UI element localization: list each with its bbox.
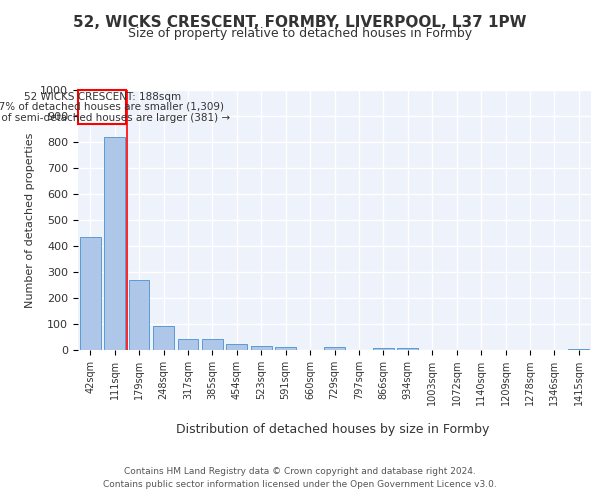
Text: 52 WICKS CRESCENT: 188sqm: 52 WICKS CRESCENT: 188sqm bbox=[24, 92, 181, 102]
Text: 52, WICKS CRESCENT, FORMBY, LIVERPOOL, L37 1PW: 52, WICKS CRESCENT, FORMBY, LIVERPOOL, L… bbox=[73, 15, 527, 30]
Bar bbox=[275, 347, 296, 350]
Text: Contains HM Land Registry data © Crown copyright and database right 2024.: Contains HM Land Registry data © Crown c… bbox=[124, 468, 476, 476]
Bar bbox=[251, 346, 272, 350]
Y-axis label: Number of detached properties: Number of detached properties bbox=[25, 132, 35, 308]
Text: Distribution of detached houses by size in Formby: Distribution of detached houses by size … bbox=[176, 422, 490, 436]
Bar bbox=[202, 338, 223, 350]
Bar bbox=[568, 348, 589, 350]
Bar bbox=[324, 347, 345, 350]
Text: Size of property relative to detached houses in Formby: Size of property relative to detached ho… bbox=[128, 28, 472, 40]
Bar bbox=[104, 137, 125, 350]
Bar bbox=[397, 348, 418, 350]
Bar bbox=[178, 338, 199, 350]
Bar bbox=[373, 348, 394, 350]
Bar bbox=[226, 344, 247, 350]
FancyBboxPatch shape bbox=[79, 90, 127, 124]
Text: 22% of semi-detached houses are larger (381) →: 22% of semi-detached houses are larger (… bbox=[0, 112, 230, 122]
Bar bbox=[153, 326, 174, 350]
Text: ← 77% of detached houses are smaller (1,309): ← 77% of detached houses are smaller (1,… bbox=[0, 102, 224, 112]
Text: Contains public sector information licensed under the Open Government Licence v3: Contains public sector information licen… bbox=[103, 480, 497, 489]
Bar bbox=[128, 280, 149, 350]
Bar bbox=[80, 237, 101, 350]
